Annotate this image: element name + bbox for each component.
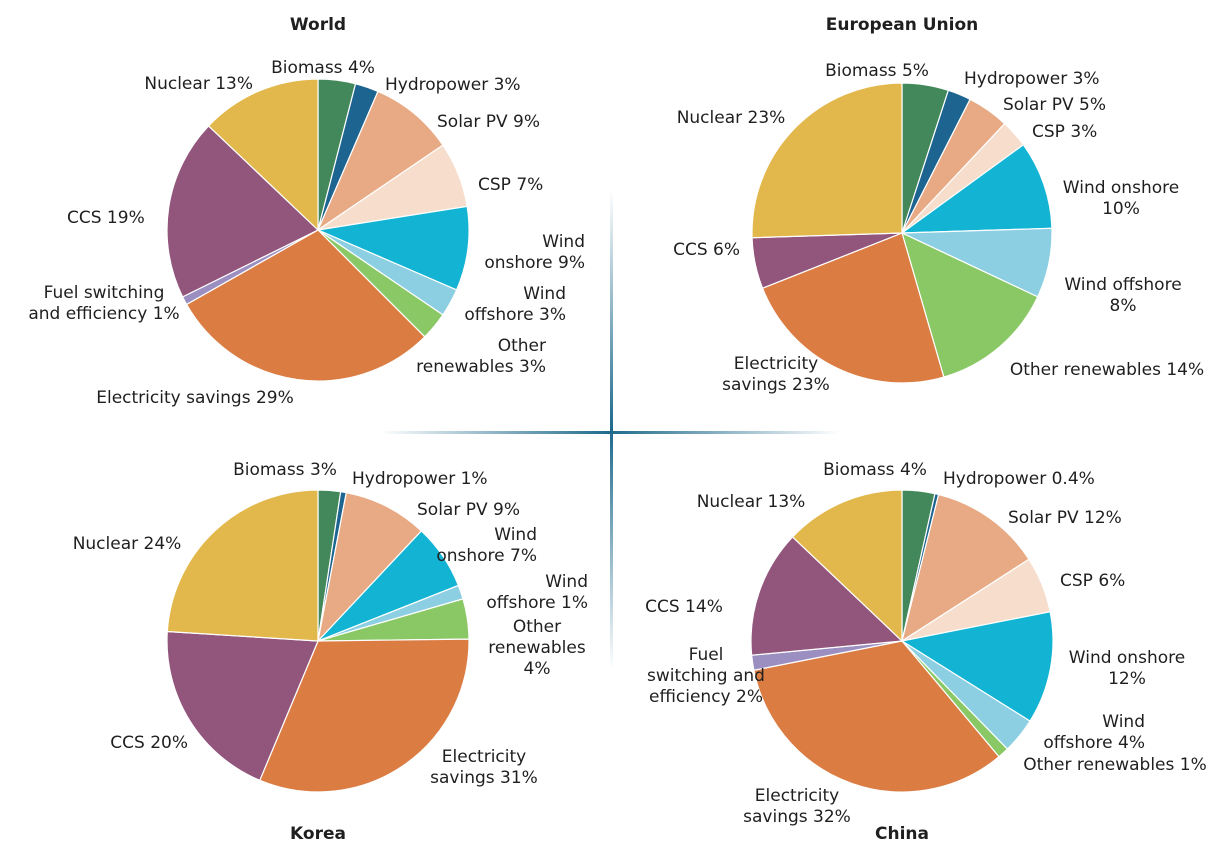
- slice-label-solar-pv-5pct: Solar PV 5%: [1003, 95, 1106, 115]
- chart-title: China: [875, 824, 929, 844]
- slice-label-electricity-savings-29pct: Electricity savings 29%: [96, 388, 294, 408]
- pie-slice-nuclear-24pct: [166, 489, 319, 642]
- slice-label-other-renewables-4pct: Other renewables 4%: [488, 617, 586, 679]
- slice-label-electricity-savings-32pct: Electricity savings 32%: [743, 786, 851, 827]
- pie-slice-solar-pv-12pct: [901, 493, 1030, 643]
- slice-label-wind-onshore-12pct: Wind onshore 12%: [1069, 648, 1185, 689]
- pie-slice-electricity-savings-32pct: [753, 640, 1000, 793]
- slice-label-nuclear-23pct: Nuclear 23%: [677, 108, 786, 128]
- slice-label-nuclear-13pct: Nuclear 13%: [697, 492, 806, 512]
- pie-slice-nuclear-13pct: [207, 78, 319, 232]
- slice-label-csp-7pct: CSP 7%: [478, 175, 543, 195]
- pie-slice-nuclear-13pct: [791, 489, 903, 643]
- slice-label-nuclear-24pct: Nuclear 24%: [73, 534, 182, 554]
- pie-korea: Korea Biomass 3% Hydropower 1% Solar PV 9% W…: [73, 460, 588, 844]
- pie-slice-electricity-savings-31pct: [258, 638, 470, 793]
- slice-label-csp-6pct: CSP 6%: [1060, 571, 1125, 591]
- slice-label-biomass-4pct: Biomass 4%: [823, 460, 927, 480]
- slice-label-ccs-19pct: CCS 19%: [67, 208, 145, 228]
- slice-label-wind-offshore-3pct: Wind offshore 3%: [464, 284, 566, 325]
- slice-label-hydropower-3pct: Hydropower 3%: [964, 69, 1100, 89]
- slice-label-electricity-savings-31pct: Electricity savings 31%: [430, 747, 538, 788]
- slice-label-wind-onshore-7pct: Wind onshore 7%: [436, 525, 537, 566]
- slice-label-wind-onshore-10pct: Wind onshore 10%: [1063, 178, 1179, 219]
- slice-label-wind-offshore-4pct: Wind offshore 4%: [1043, 712, 1145, 753]
- slice-label-other-renewables-3pct: Other renewables 3%: [416, 336, 546, 377]
- chart-title: Korea: [290, 824, 346, 844]
- slice-label-biomass-5pct: Biomass 5%: [825, 61, 929, 81]
- divider-vertical: [610, 190, 613, 670]
- pie-slice-solar-pv-9pct: [316, 90, 444, 232]
- slice-label-wind-onshore-9pct: Wind onshore 9%: [484, 232, 585, 273]
- slice-label-wind-offshore-1pct: Wind offshore 1%: [486, 572, 588, 613]
- slice-label-hydropower-3pct: Hydropower 3%: [385, 75, 521, 95]
- slice-label-nuclear-13pct: Nuclear 13%: [144, 74, 253, 94]
- slice-label-wind-offshore-8pct: Wind offshore 8%: [1064, 275, 1181, 316]
- slice-label-ccs-20pct: CCS 20%: [110, 733, 188, 753]
- pie-slice-ccs-20pct: [166, 630, 319, 782]
- chart-title: World: [290, 15, 346, 35]
- slice-label-csp-3pct: CSP 3%: [1032, 122, 1097, 142]
- slice-label-fuel-switching-and-efficiency-2pct: Fuel switching and efficiency 2%: [647, 645, 765, 707]
- pie-slice-ccs-14pct: [750, 536, 904, 656]
- pie-slice-solar-pv-9pct: [317, 491, 423, 643]
- slice-label-hydropower-1pct: Hydropower 1%: [352, 469, 488, 489]
- pie-slice-electricity-savings-29pct: [185, 229, 426, 382]
- slice-label-biomass-4pct: Biomass 4%: [271, 58, 375, 78]
- slice-label-other-renewables-14pct: Other renewables 14%: [1010, 360, 1204, 380]
- slice-label-solar-pv-9pct: Solar PV 9%: [417, 500, 520, 520]
- chart-title: European Union: [826, 15, 979, 35]
- slice-label-biomass-3pct: Biomass 3%: [233, 460, 337, 480]
- slice-label-hydropower-0-4pct: Hydropower 0.4%: [943, 469, 1095, 489]
- pie-slice-ccs-19pct: [166, 125, 320, 298]
- pie-slice-nuclear-23pct: [751, 82, 903, 239]
- pie-world: World Biomass 4% Hydropower 3% Solar PV 9% C…: [28, 15, 585, 408]
- pie-slice-wind-onshore-12pct: [900, 611, 1054, 722]
- slice-label-fuel-switching-and-efficiency-1pct: Fuel switching and efficiency 1%: [28, 283, 179, 324]
- pie-slice-wind-onshore-10pct: [900, 143, 1053, 234]
- slice-label-other-renewables-1pct: Other renewables 1%: [1023, 755, 1207, 775]
- pie-slice-other-renewables-14pct: [901, 231, 1039, 378]
- pie-slice-wind-onshore-9pct: [315, 205, 470, 291]
- pie-european-union: European Union Biomass 5% Hydropower 3% Sol…: [673, 15, 1204, 395]
- slice-label-solar-pv-9pct: Solar PV 9%: [437, 112, 540, 132]
- slice-label-ccs-14pct: CCS 14%: [645, 597, 723, 617]
- slice-label-solar-pv-12pct: Solar PV 12%: [1008, 508, 1122, 528]
- slice-label-electricity-savings-23pct: Electricity savings 23%: [722, 354, 830, 395]
- pie-china: China Biomass 4% Hydropower 0.4% Solar PV 1…: [645, 460, 1207, 844]
- slice-label-ccs-6pct: CCS 6%: [673, 240, 740, 260]
